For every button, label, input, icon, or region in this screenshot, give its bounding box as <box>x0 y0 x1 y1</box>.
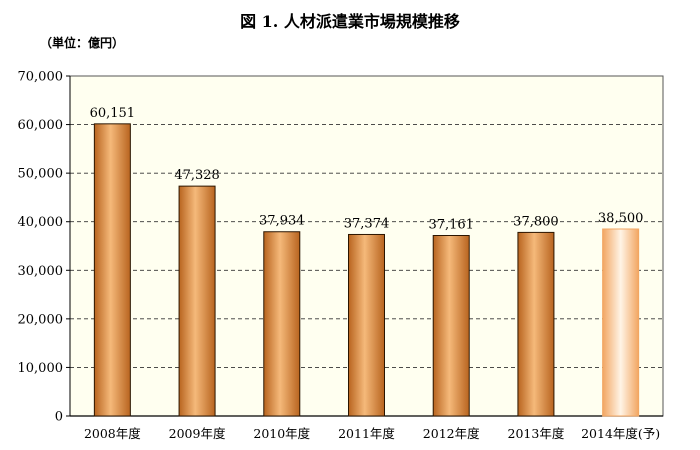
y-tick-label: 20,000 <box>18 312 64 327</box>
data-label: 37,374 <box>344 216 390 231</box>
bar <box>348 233 385 417</box>
x-tick-label: 2008年度 <box>84 426 141 441</box>
x-tick-label: 2013年度 <box>508 426 565 441</box>
data-label: 47,328 <box>174 168 220 183</box>
bar <box>263 231 301 417</box>
unit-label: （単位：億円） <box>40 36 125 50</box>
data-label: 37,934 <box>259 214 305 229</box>
chart-title: 図 1. 人材派遣業市場規模推移 <box>240 12 460 31</box>
bars <box>93 123 640 417</box>
bar <box>93 123 131 417</box>
data-label: 38,500 <box>598 211 644 226</box>
data-label: 37,800 <box>513 214 559 229</box>
x-tick-label: 2014年度(予) <box>581 426 660 441</box>
labels: 0 10,000 20,000 30,000 40,000 50,000 60,000 70,… <box>18 70 661 442</box>
x-tick-label: 2011年度 <box>338 426 395 441</box>
y-tick-label: 50,000 <box>18 167 64 182</box>
bar <box>178 185 216 417</box>
y-tick-label: 30,000 <box>18 264 64 279</box>
data-label: 37,161 <box>428 218 474 233</box>
bar-projected <box>602 228 640 417</box>
bar <box>432 235 470 417</box>
bar <box>517 231 555 417</box>
data-label: 60,151 <box>90 106 136 121</box>
x-tick-label: 2009年度 <box>169 426 226 441</box>
y-tick-label: 10,000 <box>18 361 64 376</box>
x-tick-label: 2012年度 <box>423 426 480 441</box>
y-tick-label: 70,000 <box>18 70 64 85</box>
y-tick-label: 40,000 <box>18 215 64 230</box>
x-tick-label: 2010年度 <box>253 426 310 441</box>
y-tick-label: 60,000 <box>18 118 64 133</box>
y-tick-label: 0 <box>55 410 63 425</box>
